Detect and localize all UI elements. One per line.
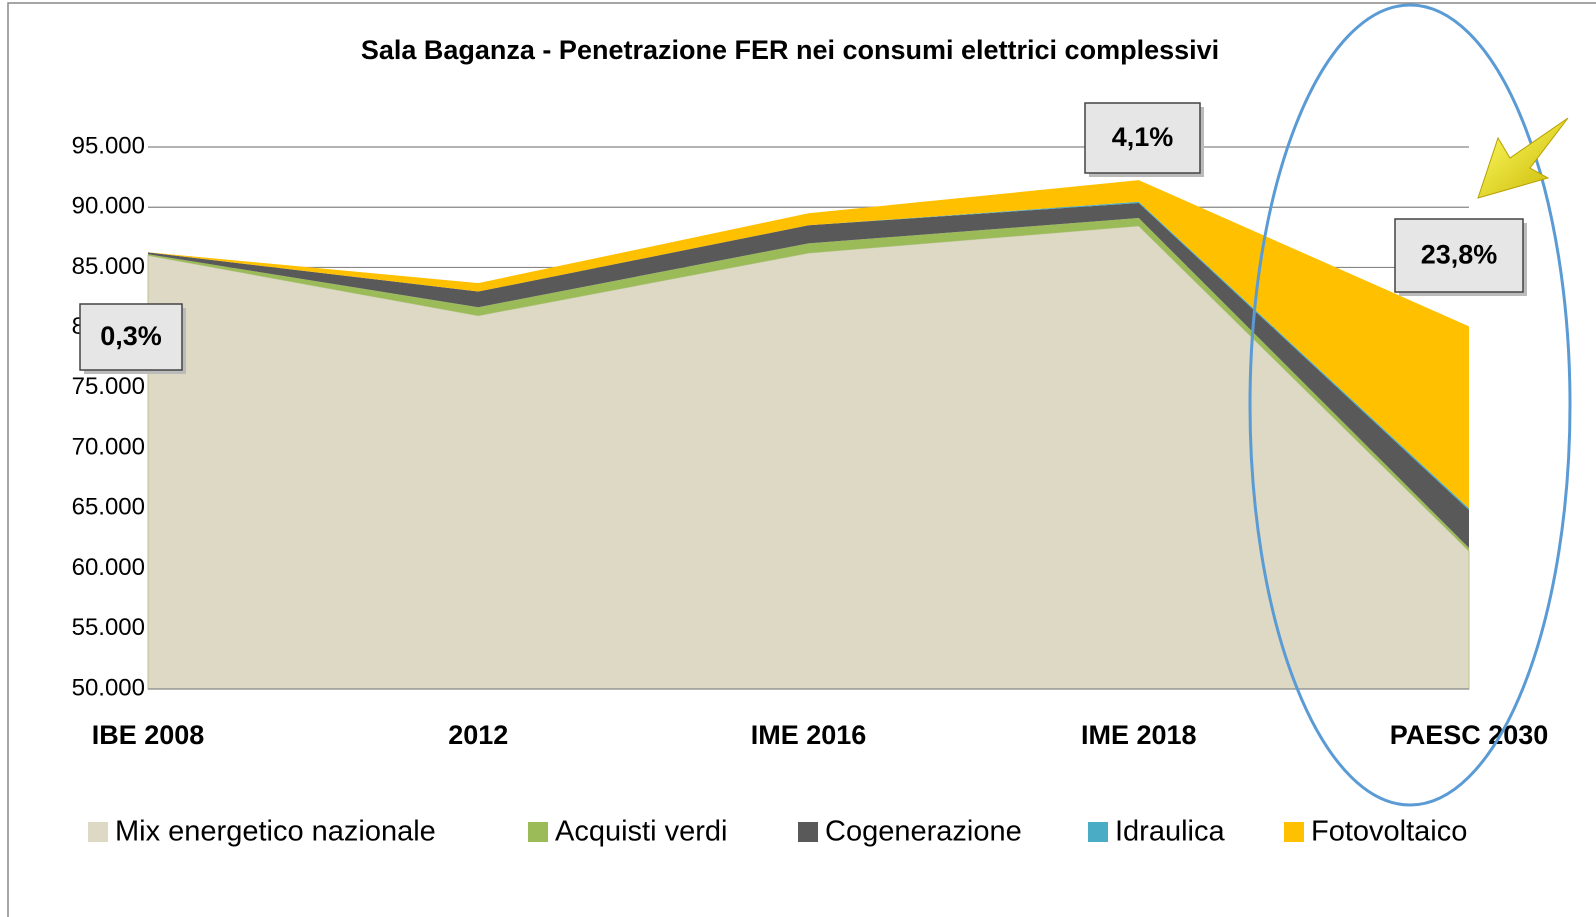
x-tick-label: PAESC 2030 [1390,720,1549,750]
annotation: 4,1% [1084,102,1204,177]
x-tick-label: 2012 [448,720,508,750]
y-tick-label: 70.000 [72,433,145,460]
annotation-box [79,303,183,371]
annotation-box [1084,102,1201,174]
x-tick-label: IBE 2008 [92,720,205,750]
annotation: 23,8% [1394,218,1527,296]
legend-label: Mix energetico nazionale [115,816,436,848]
annotation-box [1394,218,1524,293]
annotation-label: 4,1% [1112,122,1174,152]
y-tick-label: 75.000 [72,373,145,400]
y-tick-label: 60.000 [72,554,145,581]
y-tick-label: 90.000 [72,193,145,220]
highlight-ellipse [1248,3,1572,807]
legend-swatch [1284,822,1304,842]
annotation-label: 0,3% [100,321,162,351]
legend-swatch [88,822,108,842]
x-tick-label: IME 2018 [1081,720,1197,750]
plot-area: 50.00055.00060.00065.00070.00075.00080.0… [72,102,1549,848]
legend-label: Fotovoltaico [1311,816,1467,848]
highlight-arrow [1477,117,1569,199]
legend-swatch [798,822,818,842]
y-tick-label: 95.000 [72,132,145,159]
chart-title: Sala Baganza - Penetrazione FER nei cons… [361,35,1219,65]
legend-label: Acquisti verdi [555,816,727,848]
legend-label: Idraulica [1115,816,1225,848]
y-tick-label: 55.000 [72,614,145,641]
y-tick-label: 50.000 [72,674,145,701]
legend-swatch [528,822,548,842]
y-tick-label: 65.000 [72,494,145,521]
legend-label: Cogenerazione [825,816,1022,848]
annotation: 0,3% [79,303,186,374]
legend-swatch [1088,822,1108,842]
annotation-label: 23,8% [1421,240,1498,270]
y-tick-label: 85.000 [72,253,145,280]
x-tick-label: IME 2016 [751,720,867,750]
